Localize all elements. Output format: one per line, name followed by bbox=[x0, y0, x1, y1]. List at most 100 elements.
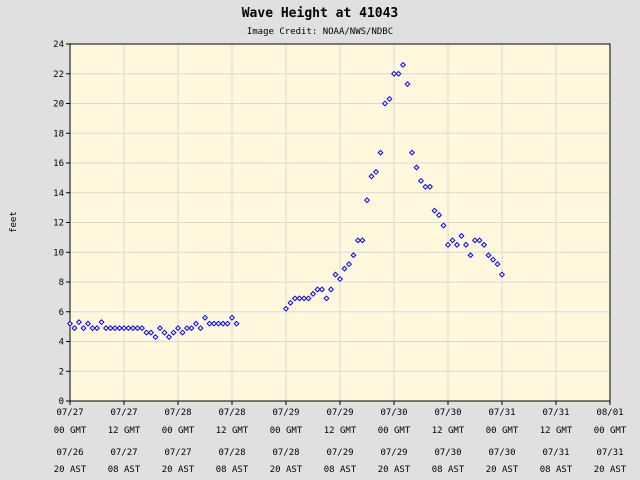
y-tick-label: 10 bbox=[53, 248, 64, 258]
data-point bbox=[323, 295, 330, 302]
data-point bbox=[327, 286, 335, 293]
x-tick-gmt-time: 12 GMT bbox=[432, 426, 465, 436]
data-point bbox=[102, 325, 110, 332]
data-point bbox=[107, 325, 114, 332]
x-tick-gmt-time: 00 GMT bbox=[54, 426, 87, 436]
data-point bbox=[318, 286, 326, 293]
data-point bbox=[426, 183, 434, 190]
data-point bbox=[210, 320, 218, 327]
data-point bbox=[305, 295, 312, 302]
data-point bbox=[152, 334, 159, 341]
data-point bbox=[219, 320, 227, 327]
data-point bbox=[309, 290, 317, 297]
data-point bbox=[354, 237, 362, 244]
data-point bbox=[440, 222, 447, 229]
x-tick-ast-time: 20 AST bbox=[162, 465, 195, 475]
data-point bbox=[413, 164, 420, 171]
data-point bbox=[80, 325, 87, 332]
data-point bbox=[431, 207, 438, 214]
data-point bbox=[89, 325, 96, 332]
x-tick-gmt-date: 07/27 bbox=[56, 408, 83, 418]
data-point bbox=[345, 261, 353, 268]
y-tick-label: 18 bbox=[53, 129, 64, 139]
x-tick-gmt-time: 12 GMT bbox=[540, 426, 573, 436]
data-point bbox=[116, 325, 123, 332]
data-point bbox=[458, 232, 465, 239]
x-tick-ast-time: 20 AST bbox=[54, 465, 87, 475]
data-point bbox=[480, 241, 488, 248]
data-point bbox=[489, 256, 497, 263]
x-tick-ast-date: 07/27 bbox=[110, 448, 137, 458]
x-tick-gmt-date: 07/29 bbox=[326, 408, 353, 418]
x-tick-ast-date: 07/28 bbox=[272, 448, 299, 458]
data-point bbox=[381, 100, 389, 107]
data-point bbox=[282, 305, 290, 312]
data-point bbox=[390, 70, 398, 77]
x-tick-ast-date: 07/30 bbox=[488, 448, 515, 458]
data-point bbox=[485, 252, 492, 259]
data-point bbox=[129, 325, 137, 332]
data-point bbox=[449, 237, 456, 244]
y-tick-label: 20 bbox=[53, 100, 64, 110]
data-point bbox=[498, 271, 506, 278]
data-point bbox=[372, 168, 380, 175]
x-tick-ast-time: 20 AST bbox=[486, 465, 519, 475]
data-point bbox=[399, 61, 407, 68]
data-point bbox=[98, 319, 105, 326]
x-tick-ast-time: 08 AST bbox=[108, 465, 141, 475]
x-tick-ast-date: 07/30 bbox=[434, 448, 461, 458]
data-point bbox=[422, 183, 429, 190]
x-tick-gmt-date: 07/28 bbox=[218, 408, 245, 418]
data-point bbox=[363, 197, 371, 204]
data-point bbox=[192, 320, 200, 327]
data-point bbox=[300, 295, 308, 302]
y-tick-label: 0 bbox=[59, 397, 64, 407]
data-point bbox=[66, 320, 74, 327]
data-point bbox=[408, 149, 416, 156]
x-tick-ast-date: 07/26 bbox=[56, 448, 83, 458]
data-point bbox=[147, 329, 155, 336]
data-point bbox=[435, 212, 443, 219]
x-tick-gmt-date: 07/31 bbox=[488, 408, 515, 418]
x-tick-ast-time: 08 AST bbox=[216, 465, 249, 475]
x-tick-ast-date: 07/28 bbox=[218, 448, 245, 458]
data-point bbox=[296, 295, 303, 302]
x-tick-gmt-time: 00 GMT bbox=[486, 426, 519, 436]
data-point bbox=[120, 325, 128, 332]
data-point bbox=[453, 241, 461, 248]
data-point bbox=[111, 325, 119, 332]
data-point bbox=[291, 295, 299, 302]
x-tick-gmt-date: 07/30 bbox=[434, 408, 461, 418]
x-tick-ast-time: 20 AST bbox=[270, 465, 303, 475]
y-tick-label: 22 bbox=[53, 70, 64, 80]
x-tick-ast-time: 20 AST bbox=[594, 465, 627, 475]
data-point bbox=[84, 320, 92, 327]
x-tick-ast-date: 07/29 bbox=[380, 448, 407, 458]
data-point bbox=[224, 320, 231, 327]
data-point bbox=[206, 320, 213, 327]
data-point bbox=[228, 314, 236, 321]
x-tick-gmt-date: 07/27 bbox=[110, 408, 137, 418]
data-point bbox=[359, 237, 366, 244]
x-tick-ast-time: 20 AST bbox=[378, 465, 411, 475]
data-point bbox=[404, 81, 411, 88]
y-axis-label: feet bbox=[9, 211, 19, 233]
data-point bbox=[71, 325, 78, 332]
data-point bbox=[462, 241, 470, 248]
x-tick-ast-time: 08 AST bbox=[324, 465, 357, 475]
x-tick-ast-date: 07/29 bbox=[326, 448, 353, 458]
x-tick-gmt-time: 12 GMT bbox=[324, 426, 357, 436]
x-tick-gmt-time: 12 GMT bbox=[108, 426, 141, 436]
data-point bbox=[75, 319, 83, 326]
data-point bbox=[395, 70, 402, 77]
data-point bbox=[417, 177, 425, 184]
data-point bbox=[215, 320, 222, 327]
x-tick-gmt-time: 00 GMT bbox=[594, 426, 627, 436]
data-point bbox=[156, 325, 164, 332]
data-point bbox=[368, 173, 375, 180]
data-point bbox=[350, 252, 357, 259]
data-point bbox=[201, 314, 209, 321]
data-point bbox=[143, 329, 150, 336]
data-point bbox=[183, 325, 191, 332]
